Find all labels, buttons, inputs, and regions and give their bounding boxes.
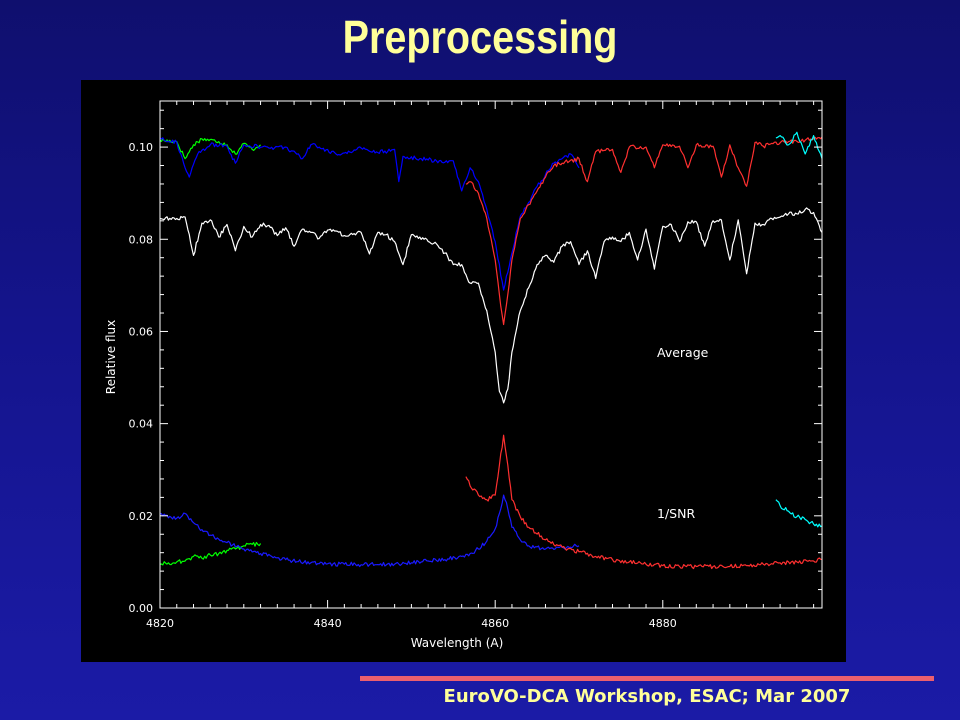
series-line-6	[159, 494, 580, 568]
series-line-8	[775, 499, 823, 528]
plot-frame	[159, 100, 823, 609]
x-axis-label: Wavelength (A)	[411, 636, 504, 650]
y-tick-label: 0.06	[129, 325, 154, 338]
axes-layer: 4820 4840 4860 4880 0.00 0.02 0.04 0.06 0.08 0.10	[129, 100, 823, 630]
footer-rule	[360, 676, 934, 681]
series-line-1	[159, 137, 580, 291]
y-tick-label: 0.00	[129, 602, 154, 615]
y-tick-label: 0.02	[129, 510, 154, 523]
series-line-2	[465, 136, 823, 326]
footer-text: EuroVO-DCA Workshop, ESAC; Mar 2007	[443, 686, 851, 707]
series-line-5	[159, 541, 262, 566]
y-tick-label: 0.10	[129, 141, 154, 154]
x-tick-label: 4840	[314, 617, 342, 630]
plot-panel: 4820 4840 4860 4880 0.00 0.02 0.04 0.06 0.08 0.10…	[81, 80, 846, 662]
series-line-7	[465, 434, 823, 570]
y-axis-label: Relative flux	[104, 320, 118, 394]
spectrum-plot: 4820 4840 4860 4880 0.00 0.02 0.04 0.06 0.08 0.10…	[104, 100, 823, 650]
series-layer	[159, 131, 823, 570]
series-line-3	[775, 131, 823, 159]
annotation-1-snr: 1/SNR	[657, 506, 695, 521]
y-tick-label: 0.08	[129, 233, 154, 246]
series-line-4	[159, 207, 823, 404]
y-tick-label: 0.04	[129, 418, 154, 431]
x-tick-label: 4860	[481, 617, 509, 630]
x-tick-label: 4880	[649, 617, 677, 630]
slide-title: Preprocessing	[342, 11, 618, 63]
x-tick-label: 4820	[146, 617, 174, 630]
annotation-average: Average	[657, 345, 709, 360]
